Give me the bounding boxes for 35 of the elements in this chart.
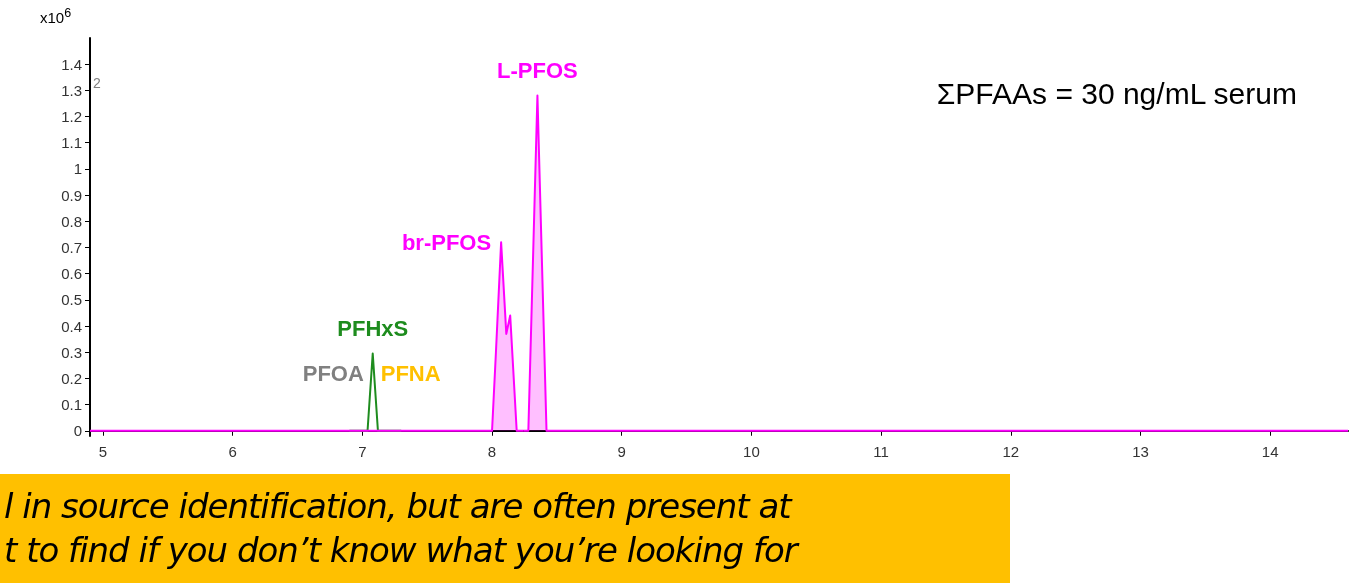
x-tick-label: 11 (873, 443, 889, 460)
x-tick-label: 10 (743, 443, 760, 460)
y-tick-label: 0.3 (61, 343, 82, 361)
x-tick-label: 14 (1261, 443, 1279, 460)
x-tick-label: 13 (1132, 443, 1149, 460)
y-tick-label: 0.5 (61, 291, 82, 309)
y-tick-label: 0.2 (61, 369, 82, 387)
text: t to find if you don’t know what you’re looking for (4, 529, 801, 572)
y-tick-label: 1.3 (61, 81, 82, 99)
x-tick-label: 5 (98, 443, 108, 460)
x-tick-label: 9 (617, 443, 626, 460)
x-tick-label: 12 (1002, 443, 1020, 460)
text: l in source identification, but are often present at (4, 485, 794, 528)
y-tick-label: 1 (73, 160, 82, 178)
annotation: ΣPFAAs = 30 ng/mL serum (936, 76, 1297, 110)
annotation: 2 (93, 75, 101, 91)
x-tick-label: 8 (487, 443, 497, 460)
y-axis-title: x10$^{6}$ (40, 6, 72, 26)
y-tick-label: 1.4 (61, 55, 82, 73)
y-tick-label: 1.2 (61, 108, 82, 126)
y-tick-label: 0.8 (61, 212, 82, 230)
y-tick-label: 1.1 (61, 134, 82, 152)
series-label: br-PFOS (401, 229, 492, 255)
y-tick-label: 0 (73, 422, 82, 440)
series-label: PFHxS (337, 316, 409, 342)
y-tick-label: 0.6 (61, 265, 82, 283)
x-tick-label: 7 (358, 443, 367, 460)
y-tick-label: 0.4 (61, 317, 82, 335)
annotation: PFNA (380, 360, 441, 386)
y-tick-label: 0.1 (61, 396, 82, 414)
y-tick-label: 0.7 (61, 238, 82, 256)
annotation: PFOA (302, 360, 364, 386)
x-tick-label: 6 (228, 443, 237, 460)
y-tick-label: 0.9 (61, 186, 82, 204)
series-label: L-PFOS (497, 58, 578, 84)
